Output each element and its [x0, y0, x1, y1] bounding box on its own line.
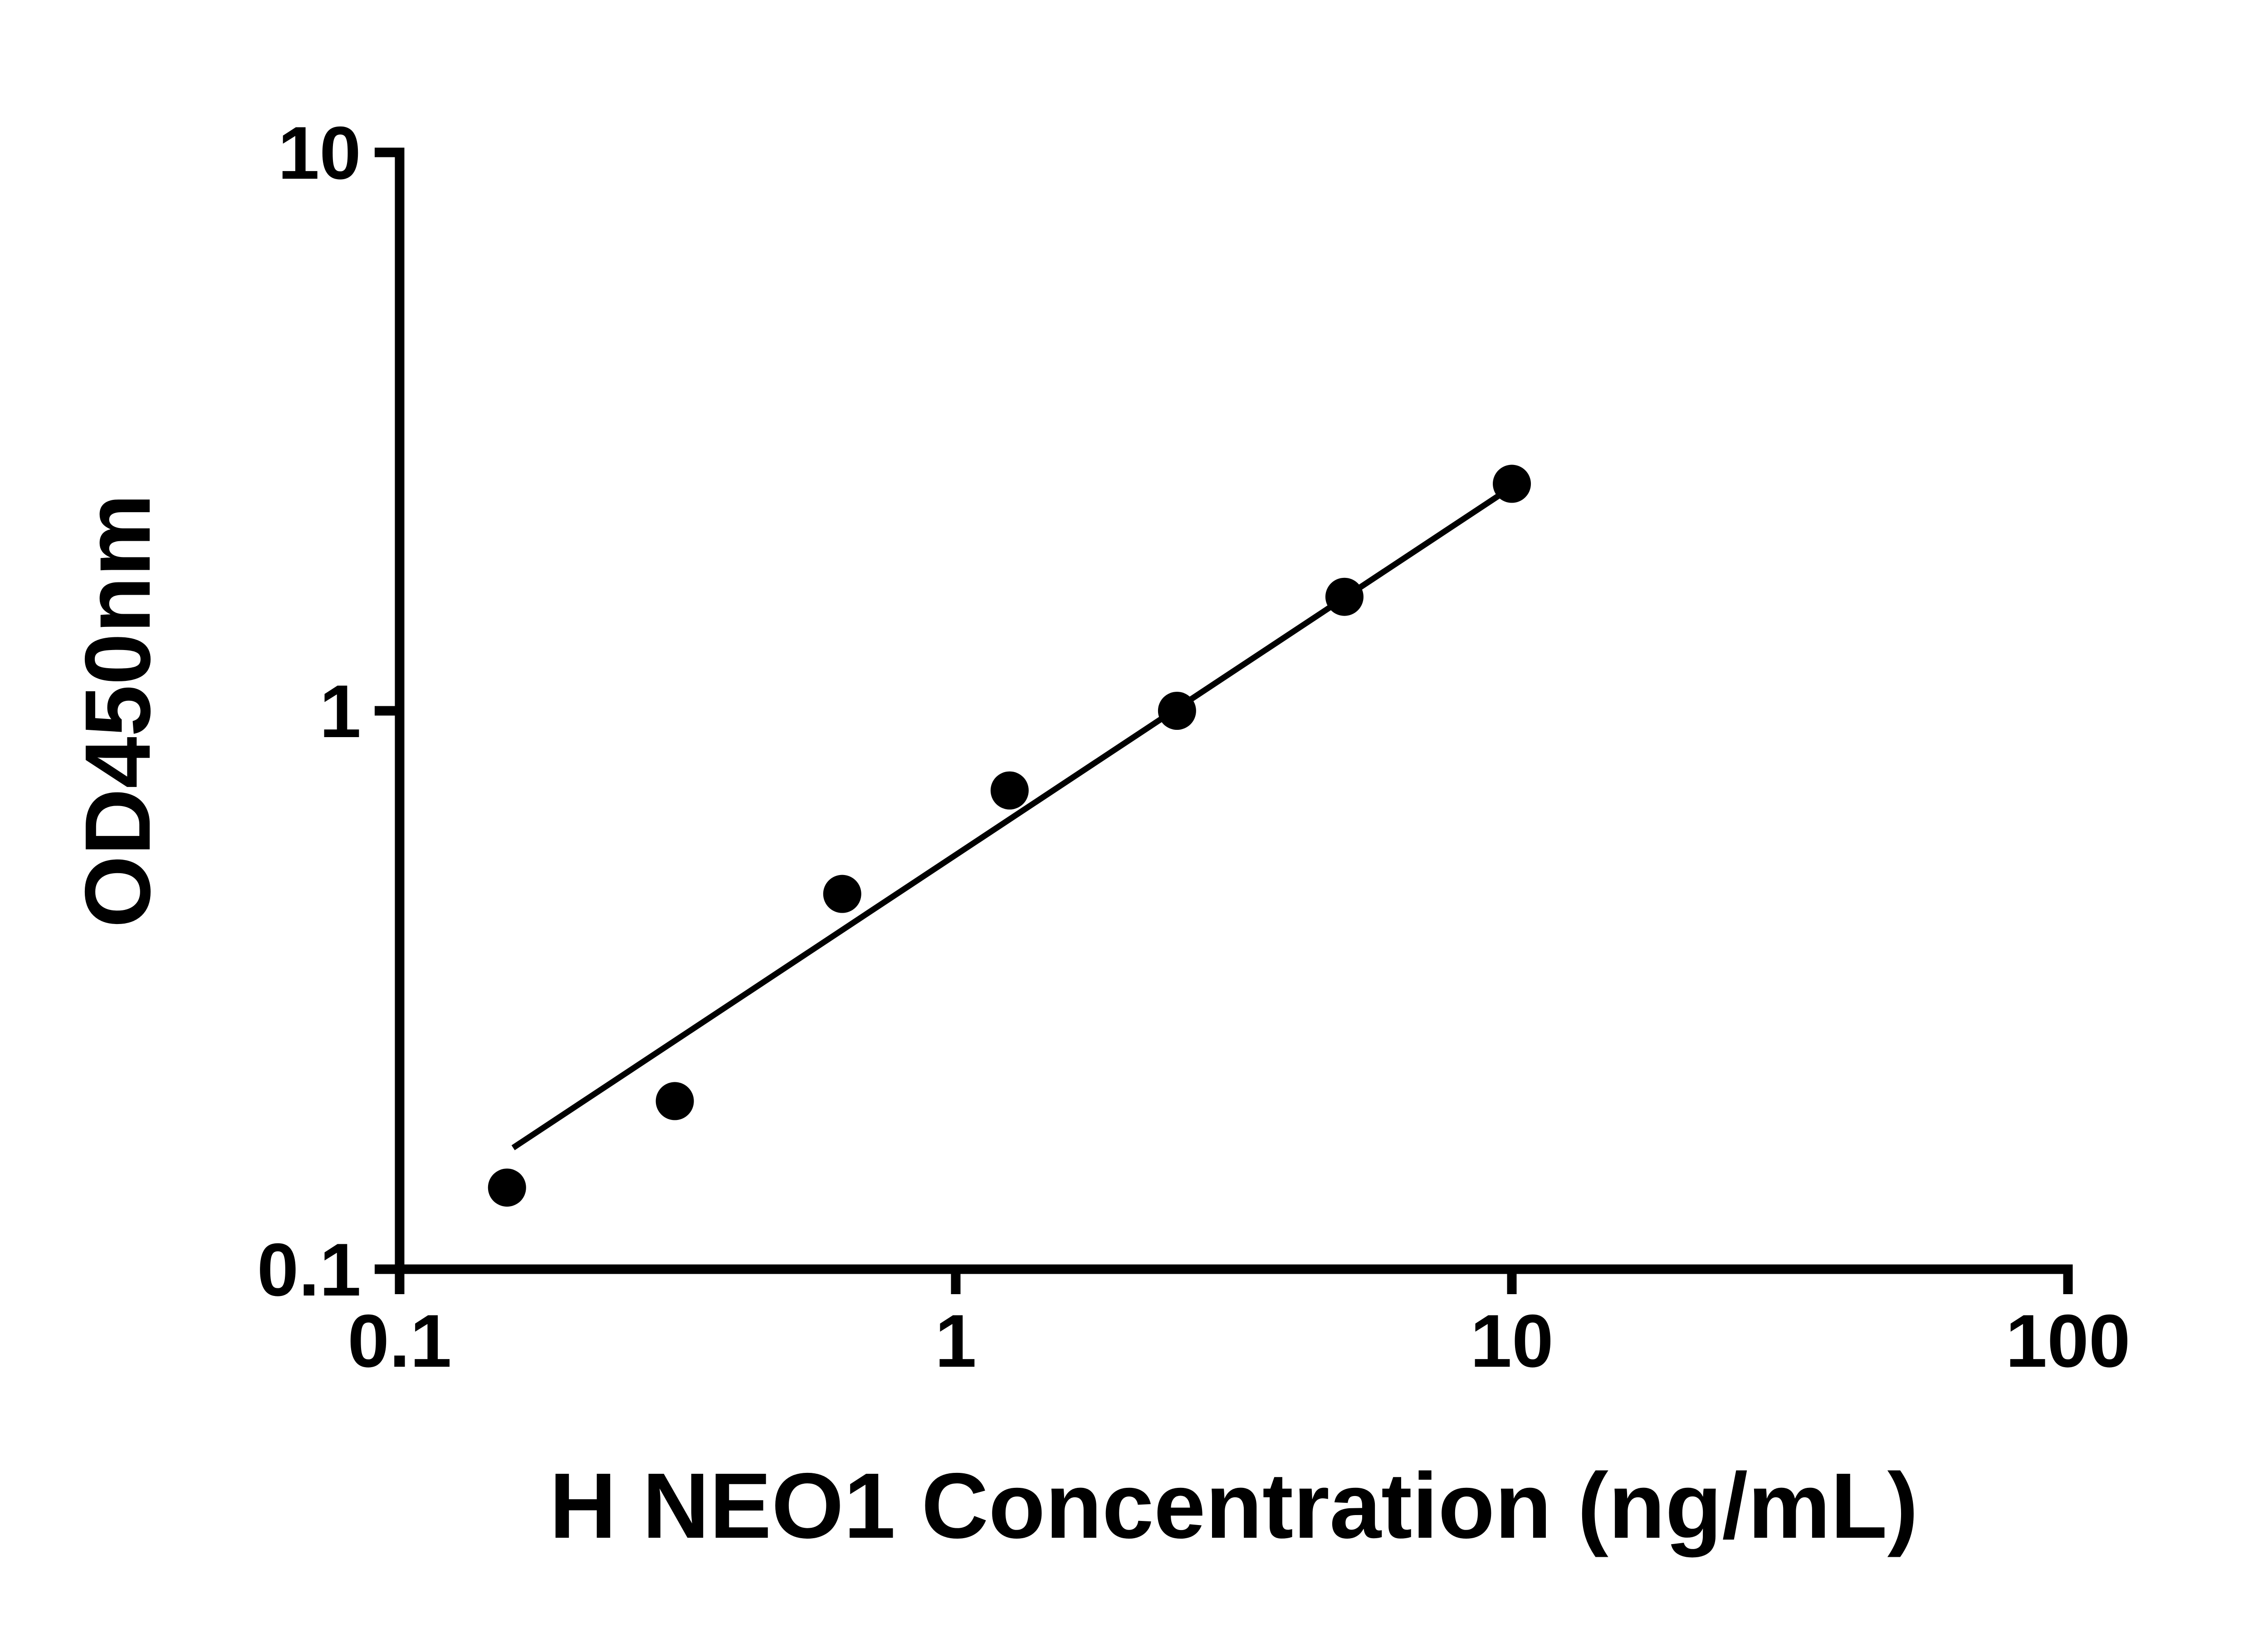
data-point [1325, 577, 1364, 616]
data-point [990, 771, 1029, 810]
data-point [823, 875, 861, 913]
x-tick-label: 1 [935, 1299, 977, 1383]
series [488, 464, 1531, 1207]
y-tick-label: 0.1 [257, 1228, 361, 1311]
y-axis-label: OD450nm [66, 494, 170, 928]
data-point [488, 1169, 526, 1207]
x-tick-label: 10 [1470, 1299, 1554, 1383]
x-tick-label: 0.1 [347, 1299, 451, 1383]
data-point [1158, 692, 1196, 730]
y-tick-label: 10 [278, 111, 361, 195]
x-tick-label: 100 [2005, 1299, 2130, 1383]
data-point [1493, 464, 1531, 503]
data-point [655, 1082, 694, 1120]
x-axis-label: H NEO1 Concentration (ng/mL) [549, 1454, 1918, 1558]
axes: 0.1 1 10 100 0.1 1 10 [257, 111, 2131, 1383]
y-tick-label: 1 [319, 670, 361, 753]
